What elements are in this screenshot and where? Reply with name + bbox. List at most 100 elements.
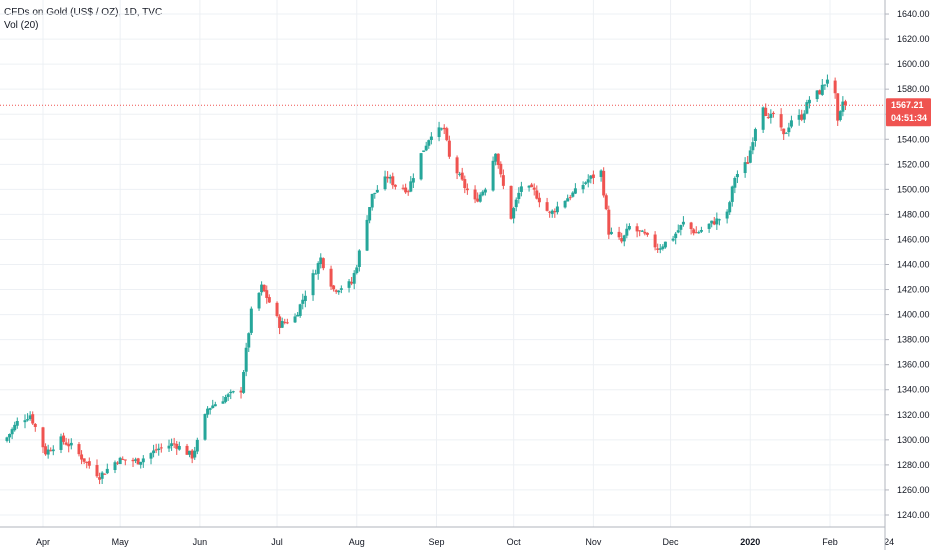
candle-body bbox=[730, 186, 734, 202]
candle-body bbox=[224, 396, 228, 402]
candle-body bbox=[818, 90, 822, 95]
candle-body bbox=[604, 195, 608, 210]
candle-body bbox=[491, 160, 495, 191]
candle-body bbox=[321, 258, 325, 269]
candle-body bbox=[260, 284, 264, 293]
candle-body bbox=[625, 228, 629, 236]
candle-body bbox=[314, 273, 318, 275]
candle-body bbox=[159, 447, 163, 449]
candle-body bbox=[527, 185, 531, 188]
candle-body bbox=[85, 461, 89, 463]
last-price-badge bbox=[886, 98, 931, 127]
candle-body bbox=[285, 322, 289, 324]
candle-body bbox=[262, 284, 266, 292]
candle-body bbox=[620, 238, 624, 242]
candle-body bbox=[769, 113, 773, 118]
candle-body bbox=[640, 230, 644, 232]
candle-body bbox=[586, 179, 590, 183]
y-tick-label: 1420.00 bbox=[897, 285, 930, 295]
candle-body bbox=[139, 461, 143, 465]
candle-body bbox=[103, 473, 107, 475]
x-tick-label: Feb bbox=[822, 537, 838, 547]
candle-body bbox=[537, 197, 541, 203]
candle-body bbox=[188, 450, 192, 455]
candle-body bbox=[766, 117, 770, 119]
candle-body bbox=[141, 458, 145, 463]
candle-body bbox=[476, 198, 480, 202]
candle-body bbox=[59, 436, 63, 450]
candle-body bbox=[116, 462, 120, 464]
candle-body bbox=[530, 184, 534, 188]
candle-body bbox=[46, 449, 50, 455]
candle-body bbox=[319, 257, 323, 265]
candle-body bbox=[674, 233, 678, 239]
candle-body bbox=[553, 211, 557, 213]
y-tick-label: 1400.00 bbox=[897, 310, 930, 320]
candle-body bbox=[815, 90, 819, 100]
candle-body bbox=[681, 221, 685, 225]
candle-body bbox=[5, 437, 9, 441]
candle-body bbox=[717, 219, 721, 221]
candle-body bbox=[494, 153, 498, 162]
candle-body bbox=[733, 177, 737, 188]
candle-body bbox=[15, 421, 19, 426]
candle-body bbox=[44, 446, 48, 455]
candle-body bbox=[77, 444, 81, 455]
candle-body bbox=[352, 273, 356, 284]
candle-body bbox=[154, 449, 158, 451]
candle-body bbox=[26, 419, 30, 421]
candle-body bbox=[771, 112, 775, 114]
candle-body bbox=[334, 290, 338, 292]
candle-body bbox=[406, 191, 410, 193]
candle-body bbox=[764, 107, 768, 117]
candle-body bbox=[555, 206, 559, 213]
volume-indicator-label: Vol (20) bbox=[4, 20, 39, 31]
candle-body bbox=[337, 290, 341, 293]
candle-body bbox=[437, 127, 441, 138]
candle-body bbox=[368, 207, 372, 221]
x-tick-label: Sep bbox=[428, 537, 444, 547]
candle-body bbox=[193, 450, 197, 458]
candle-body bbox=[509, 185, 513, 219]
candle-body bbox=[833, 80, 837, 94]
y-tick-label: 1280.00 bbox=[897, 460, 930, 470]
candle-body bbox=[298, 304, 302, 316]
candle-body bbox=[170, 443, 174, 446]
y-tick-label: 1340.00 bbox=[897, 385, 930, 395]
candle-body bbox=[843, 101, 847, 106]
candle-body bbox=[185, 445, 189, 455]
candle-body bbox=[779, 114, 783, 128]
x-tick-label: 24 bbox=[884, 537, 894, 547]
candle-body bbox=[87, 461, 91, 466]
candle-body bbox=[751, 142, 755, 151]
x-tick-label: Jun bbox=[193, 537, 208, 547]
candle-body bbox=[645, 232, 649, 235]
candle-body bbox=[100, 472, 104, 479]
candle-body bbox=[571, 192, 575, 197]
candle-body bbox=[339, 288, 343, 290]
candle-body bbox=[836, 93, 840, 121]
candle-body bbox=[404, 187, 408, 193]
candle-body bbox=[136, 458, 140, 465]
y-tick-label: 1380.00 bbox=[897, 335, 930, 345]
candle-body bbox=[370, 193, 374, 208]
y-tick-label: 1480.00 bbox=[897, 209, 930, 219]
candle-body bbox=[622, 235, 626, 242]
candle-body bbox=[239, 390, 243, 393]
candle-body bbox=[820, 84, 824, 95]
candle-body bbox=[347, 281, 351, 288]
candle-body bbox=[699, 230, 703, 232]
candle-body bbox=[123, 459, 127, 461]
candle-body bbox=[329, 268, 333, 287]
candle-body bbox=[710, 220, 714, 224]
candle-body bbox=[195, 439, 199, 452]
candle-body bbox=[422, 150, 426, 152]
candle-body bbox=[782, 128, 786, 135]
candle-body bbox=[13, 424, 17, 431]
candle-body bbox=[105, 468, 109, 474]
x-tick-label: Apr bbox=[36, 537, 50, 547]
y-tick-label: 1240.00 bbox=[897, 510, 930, 520]
candle-body bbox=[802, 113, 806, 120]
candle-body bbox=[393, 184, 397, 187]
